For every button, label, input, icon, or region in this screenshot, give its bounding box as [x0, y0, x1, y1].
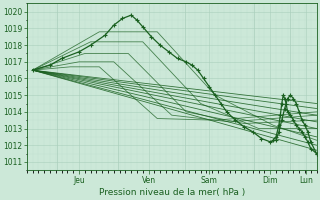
X-axis label: Pression niveau de la mer( hPa ): Pression niveau de la mer( hPa ) [99, 188, 245, 197]
